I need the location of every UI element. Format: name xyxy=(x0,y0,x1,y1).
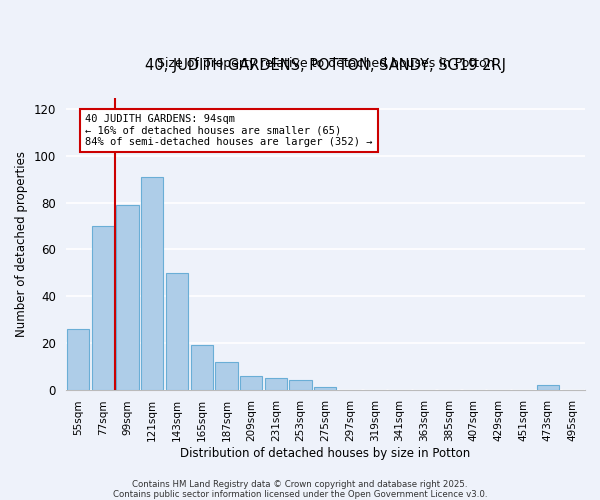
Bar xyxy=(240,376,262,390)
Bar xyxy=(116,205,139,390)
Bar xyxy=(166,273,188,390)
Bar xyxy=(141,177,163,390)
Text: Contains HM Land Registry data © Crown copyright and database right 2025.: Contains HM Land Registry data © Crown c… xyxy=(132,480,468,489)
Bar xyxy=(314,388,337,390)
Bar xyxy=(265,378,287,390)
Text: 40, JUDITH GARDENS, POTTON, SANDY, SG19 2RJ: 40, JUDITH GARDENS, POTTON, SANDY, SG19 … xyxy=(145,58,506,73)
Bar xyxy=(215,362,238,390)
Bar xyxy=(67,329,89,390)
Bar xyxy=(537,385,559,390)
Text: 40 JUDITH GARDENS: 94sqm
← 16% of detached houses are smaller (65)
84% of semi-d: 40 JUDITH GARDENS: 94sqm ← 16% of detach… xyxy=(85,114,373,148)
Bar xyxy=(289,380,312,390)
Bar xyxy=(191,345,213,390)
Text: Contains public sector information licensed under the Open Government Licence v3: Contains public sector information licen… xyxy=(113,490,487,499)
Title: Size of property relative to detached houses in Potton: Size of property relative to detached ho… xyxy=(157,57,494,70)
X-axis label: Distribution of detached houses by size in Potton: Distribution of detached houses by size … xyxy=(180,447,470,460)
Bar xyxy=(92,226,114,390)
Y-axis label: Number of detached properties: Number of detached properties xyxy=(15,150,28,336)
